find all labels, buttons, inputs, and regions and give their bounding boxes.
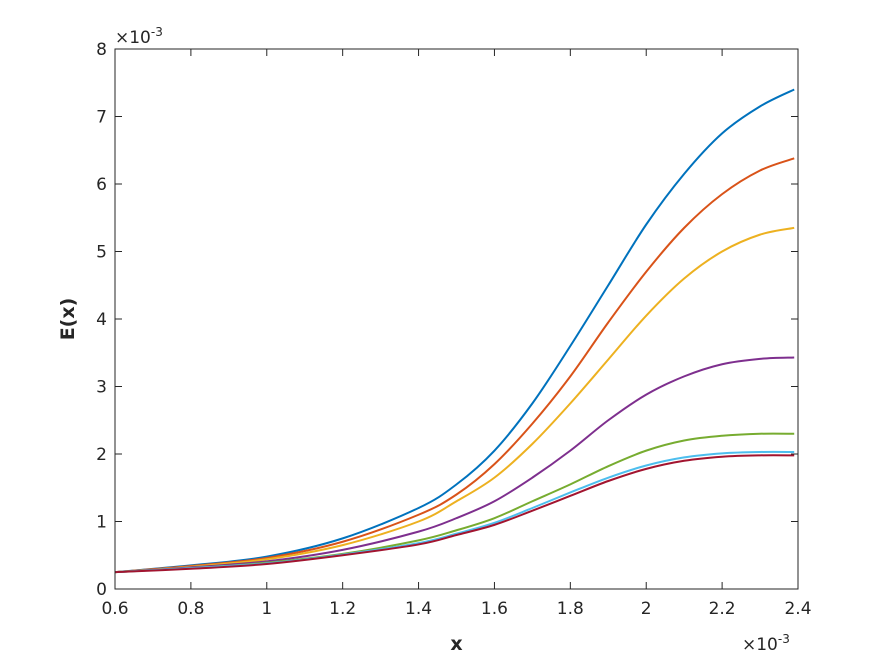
x-ticks: 0.6 0.8 1 1.2 1.4 1.6 1.8 2 2.2 2.4 [101, 49, 812, 619]
x-tick-label: 0.8 [177, 599, 204, 619]
y-axis-multiplier: ×10-3 [115, 25, 163, 48]
y-tick-label: 2 [96, 445, 107, 465]
x-tick-label: 1.8 [557, 599, 584, 619]
x-tick-label: 2 [641, 599, 652, 619]
y-tick-label: 1 [96, 513, 107, 533]
x-tick-label: 2.4 [784, 599, 811, 619]
y-tick-label: 5 [96, 243, 107, 263]
y-tick-label: 4 [96, 310, 107, 330]
x-axis-multiplier: ×10-3 [742, 632, 790, 655]
x-tick-label: 2.2 [709, 599, 736, 619]
x-tick-label: 1.4 [405, 599, 432, 619]
series-line-2 [114, 157, 795, 574]
series-line-3 [114, 226, 795, 574]
series-line-7 [114, 454, 795, 574]
x-tick-label: 1.6 [481, 599, 508, 619]
x-tick-label: 0.6 [101, 599, 128, 619]
x-tick-label: 1.2 [329, 599, 356, 619]
series-line-4 [114, 356, 795, 574]
y-ticks: 0 1 2 3 4 5 6 7 8 [96, 40, 798, 600]
y-tick-label: 6 [96, 175, 107, 195]
series-line-1 [114, 88, 795, 574]
y-tick-label: 3 [96, 378, 107, 398]
x-axis-label: x [450, 633, 462, 655]
y-tick-label: 0 [96, 580, 107, 600]
series-layer [114, 88, 795, 574]
x-tick-label: 1 [261, 599, 272, 619]
axes-box [114, 48, 799, 590]
y-tick-label: 8 [96, 40, 107, 60]
y-tick-label: 7 [96, 108, 107, 128]
series-line-6 [114, 450, 795, 574]
y-axis-label: E(x) [57, 298, 79, 341]
